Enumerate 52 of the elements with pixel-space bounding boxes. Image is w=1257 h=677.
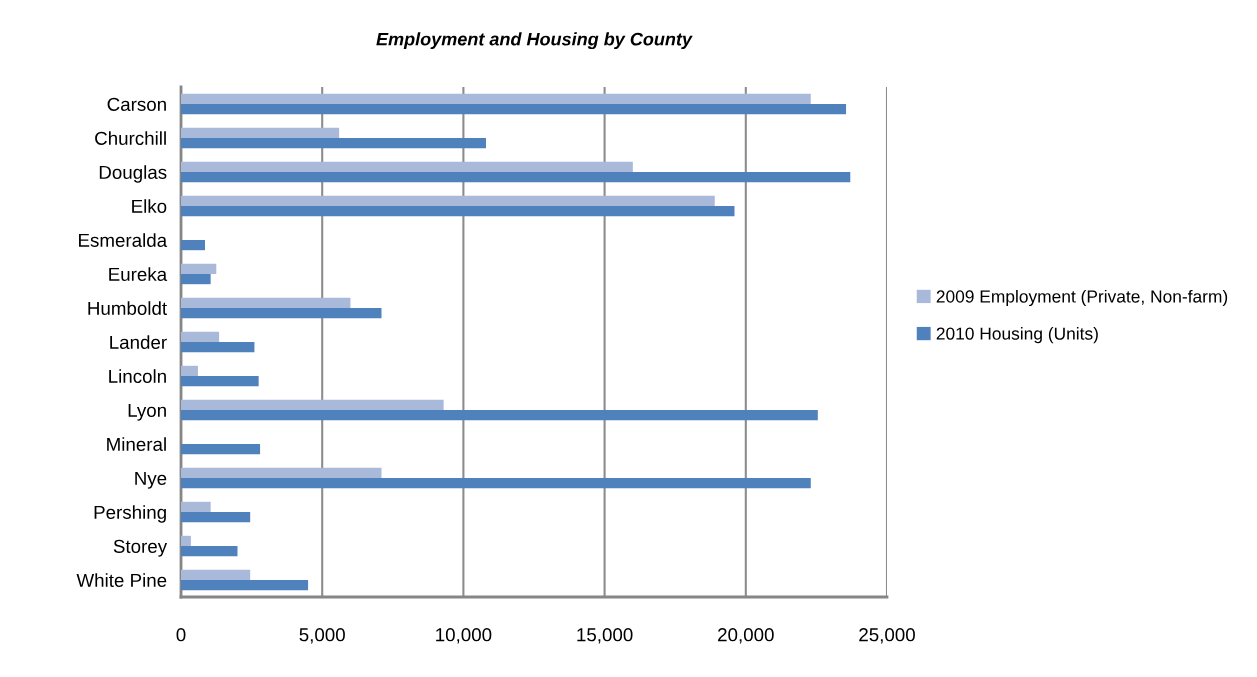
- bar: [181, 478, 811, 489]
- bar: [181, 535, 191, 546]
- bar: [181, 376, 259, 387]
- x-tick-label: 25,000: [859, 628, 915, 644]
- bar: [181, 263, 217, 274]
- x-tick-label: 15,000: [577, 628, 633, 644]
- bar: [181, 512, 251, 523]
- bar: [181, 297, 351, 308]
- y-tick-label: Mineral: [107, 437, 166, 451]
- bar: [181, 127, 340, 138]
- bar: [181, 240, 205, 251]
- y-tick-label: Humboldt: [88, 301, 167, 315]
- bar: [181, 342, 255, 353]
- legend-label: 2009 Employment (Private, Non-farm): [936, 289, 1228, 307]
- bar: [181, 93, 811, 104]
- chart-title: Employment and Housing by County: [376, 32, 693, 50]
- bar: [181, 399, 444, 410]
- y-tick-label: Eureka: [109, 267, 168, 281]
- y-tick-label: Carson: [107, 97, 166, 111]
- bar: [181, 546, 238, 557]
- y-tick-label: Nye: [135, 471, 167, 489]
- bar: [181, 467, 382, 478]
- bar: [181, 206, 735, 217]
- bar: [181, 172, 851, 183]
- y-tick-label: White Pine: [76, 573, 167, 587]
- x-tick-label: 20,000: [718, 628, 774, 644]
- x-tick-label: 10,000: [436, 628, 492, 644]
- bar: [181, 501, 211, 512]
- bar: [181, 331, 220, 342]
- x-tick-label: 5,000: [299, 628, 345, 644]
- y-tick-label: Elko: [132, 199, 167, 213]
- bar: [181, 138, 486, 149]
- y-tick-label: Lincoln: [109, 369, 166, 383]
- y-tick-label: Churchill: [95, 131, 166, 145]
- bar: [181, 274, 211, 285]
- bar: [181, 444, 261, 455]
- bar: [181, 569, 251, 580]
- bar: [181, 580, 309, 591]
- y-tick-label: Esmeralda: [79, 233, 168, 247]
- bar: [181, 410, 818, 421]
- y-tick-label: Lyon: [128, 403, 166, 421]
- bar: [181, 161, 633, 172]
- y-tick-label: Pershing: [94, 505, 166, 523]
- x-tick-label: 0: [176, 628, 186, 642]
- y-tick-label: Storey: [113, 539, 168, 557]
- y-tick-label: Douglas: [99, 165, 167, 183]
- bar: [181, 104, 847, 115]
- y-tick-label: Lander: [110, 335, 167, 349]
- legend-label: 2010 Housing (Units): [936, 327, 1098, 344]
- bar: [181, 365, 198, 376]
- bar: [181, 308, 382, 319]
- bar: [181, 195, 715, 206]
